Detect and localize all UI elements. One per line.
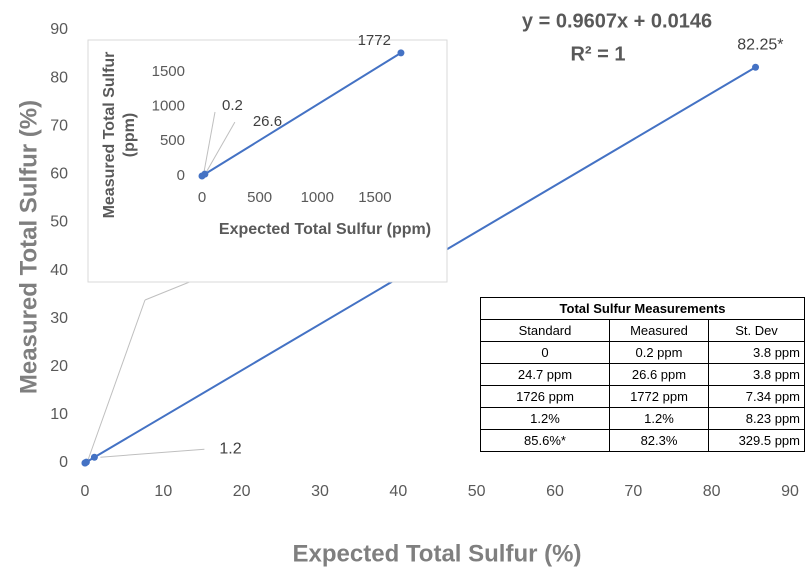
x-tick-label: 80 (703, 483, 721, 500)
leader-line (100, 448, 205, 458)
table-row: 1726 ppm 1772 ppm 7.34 ppm (480, 385, 805, 408)
x-tick-label: 70 (624, 483, 642, 500)
data-point (90, 453, 98, 461)
table-header: Standard (480, 319, 610, 342)
table-cell: 1772 ppm (609, 385, 709, 408)
table-header-row: Standard Measured St. Dev (480, 319, 805, 342)
data-point (201, 170, 209, 178)
table-row: 1.2% 1.2% 8.23 ppm (480, 407, 805, 430)
y-tick-label: 0 (59, 454, 68, 471)
leader-line (87, 299, 146, 461)
table-cell: 24.7 ppm (480, 363, 610, 386)
equation: y = 0.9607x + 0.0146 (522, 10, 712, 32)
x-axis-title: Expected Total Sulfur (%) (293, 540, 582, 567)
x-tick-label: 30 (311, 483, 329, 500)
x-tick-label: 60 (546, 483, 564, 500)
x-tick-label: 0 (198, 189, 206, 206)
table-cell: 8.23 ppm (708, 407, 805, 430)
y-tick-label: 40 (50, 262, 68, 279)
data-point (397, 49, 405, 57)
y-axis-title: (ppm) (121, 113, 138, 157)
table-cell: 0 (480, 341, 610, 364)
y-tick-label: 70 (50, 117, 68, 134)
x-tick-label: 50 (468, 483, 486, 500)
table-cell: 3.8 ppm (708, 341, 805, 364)
table-row: 24.7 ppm 26.6 ppm 3.8 ppm (480, 363, 805, 386)
data-label: 1772 (358, 32, 391, 49)
x-tick-label: 10 (154, 483, 172, 500)
data-point (752, 63, 760, 71)
x-tick-label: 0 (81, 483, 90, 500)
table-title-row: Total Sulfur Measurements (480, 297, 805, 320)
y-tick-label: 1500 (152, 63, 185, 80)
table-cell: 0.2 ppm (609, 341, 709, 364)
y-axis-title: Measured Total Sulfur (%) (15, 100, 42, 394)
x-tick-label: 40 (389, 483, 407, 500)
data-label: 1.2 (219, 440, 241, 457)
y-tick-label: 30 (50, 310, 68, 327)
x-tick-label: 20 (233, 483, 251, 500)
r-squared: R² = 1 (570, 43, 625, 65)
table-cell: 1.2% (480, 407, 610, 430)
x-axis-title: Expected Total Sulfur (ppm) (219, 221, 431, 238)
data-point (82, 458, 90, 466)
leader-line (144, 280, 193, 301)
y-tick-label: 60 (50, 166, 68, 183)
inset-frame (87, 39, 448, 283)
y-tick-label: 50 (50, 214, 68, 231)
x-tick-label: 90 (781, 483, 799, 500)
y-tick-label: 0 (177, 167, 185, 184)
table-cell: 26.6 ppm (609, 363, 709, 386)
x-tick-label: 500 (247, 189, 272, 206)
y-tick-label: 1000 (152, 97, 185, 114)
table-cell: 85.6%* (480, 429, 610, 452)
table-cell: 7.34 ppm (708, 385, 805, 408)
table-row: 0 0.2 ppm 3.8 ppm (480, 341, 805, 364)
table-cell: 3.8 ppm (708, 363, 805, 386)
table-header: St. Dev (708, 319, 805, 342)
data-label: 26.6 (253, 113, 282, 130)
y-axis-title: Measured Total Sulfur (101, 52, 118, 219)
x-tick-label: 1000 (301, 189, 334, 206)
table-row: 85.6%* 82.3% 329.5 ppm (480, 429, 805, 452)
y-tick-label: 500 (160, 132, 185, 149)
y-tick-label: 80 (50, 69, 68, 86)
y-tick-label: 90 (50, 21, 68, 38)
table-cell: 1726 ppm (480, 385, 610, 408)
table-cell: 329.5 ppm (708, 429, 805, 452)
table-cell: 1.2% (609, 407, 709, 430)
data-label: 0.2 (222, 97, 243, 114)
y-tick-label: 20 (50, 358, 68, 375)
data-label: 82.25* (737, 37, 783, 54)
table-title: Total Sulfur Measurements (480, 297, 805, 320)
leader-line (206, 121, 236, 172)
table-cell: 82.3% (609, 429, 709, 452)
x-tick-label: 1500 (358, 189, 391, 206)
data-table: Total Sulfur Measurements Standard Measure… (480, 297, 805, 452)
y-tick-label: 10 (50, 406, 68, 423)
leader-line (203, 111, 216, 173)
table-header: Measured (609, 319, 709, 342)
